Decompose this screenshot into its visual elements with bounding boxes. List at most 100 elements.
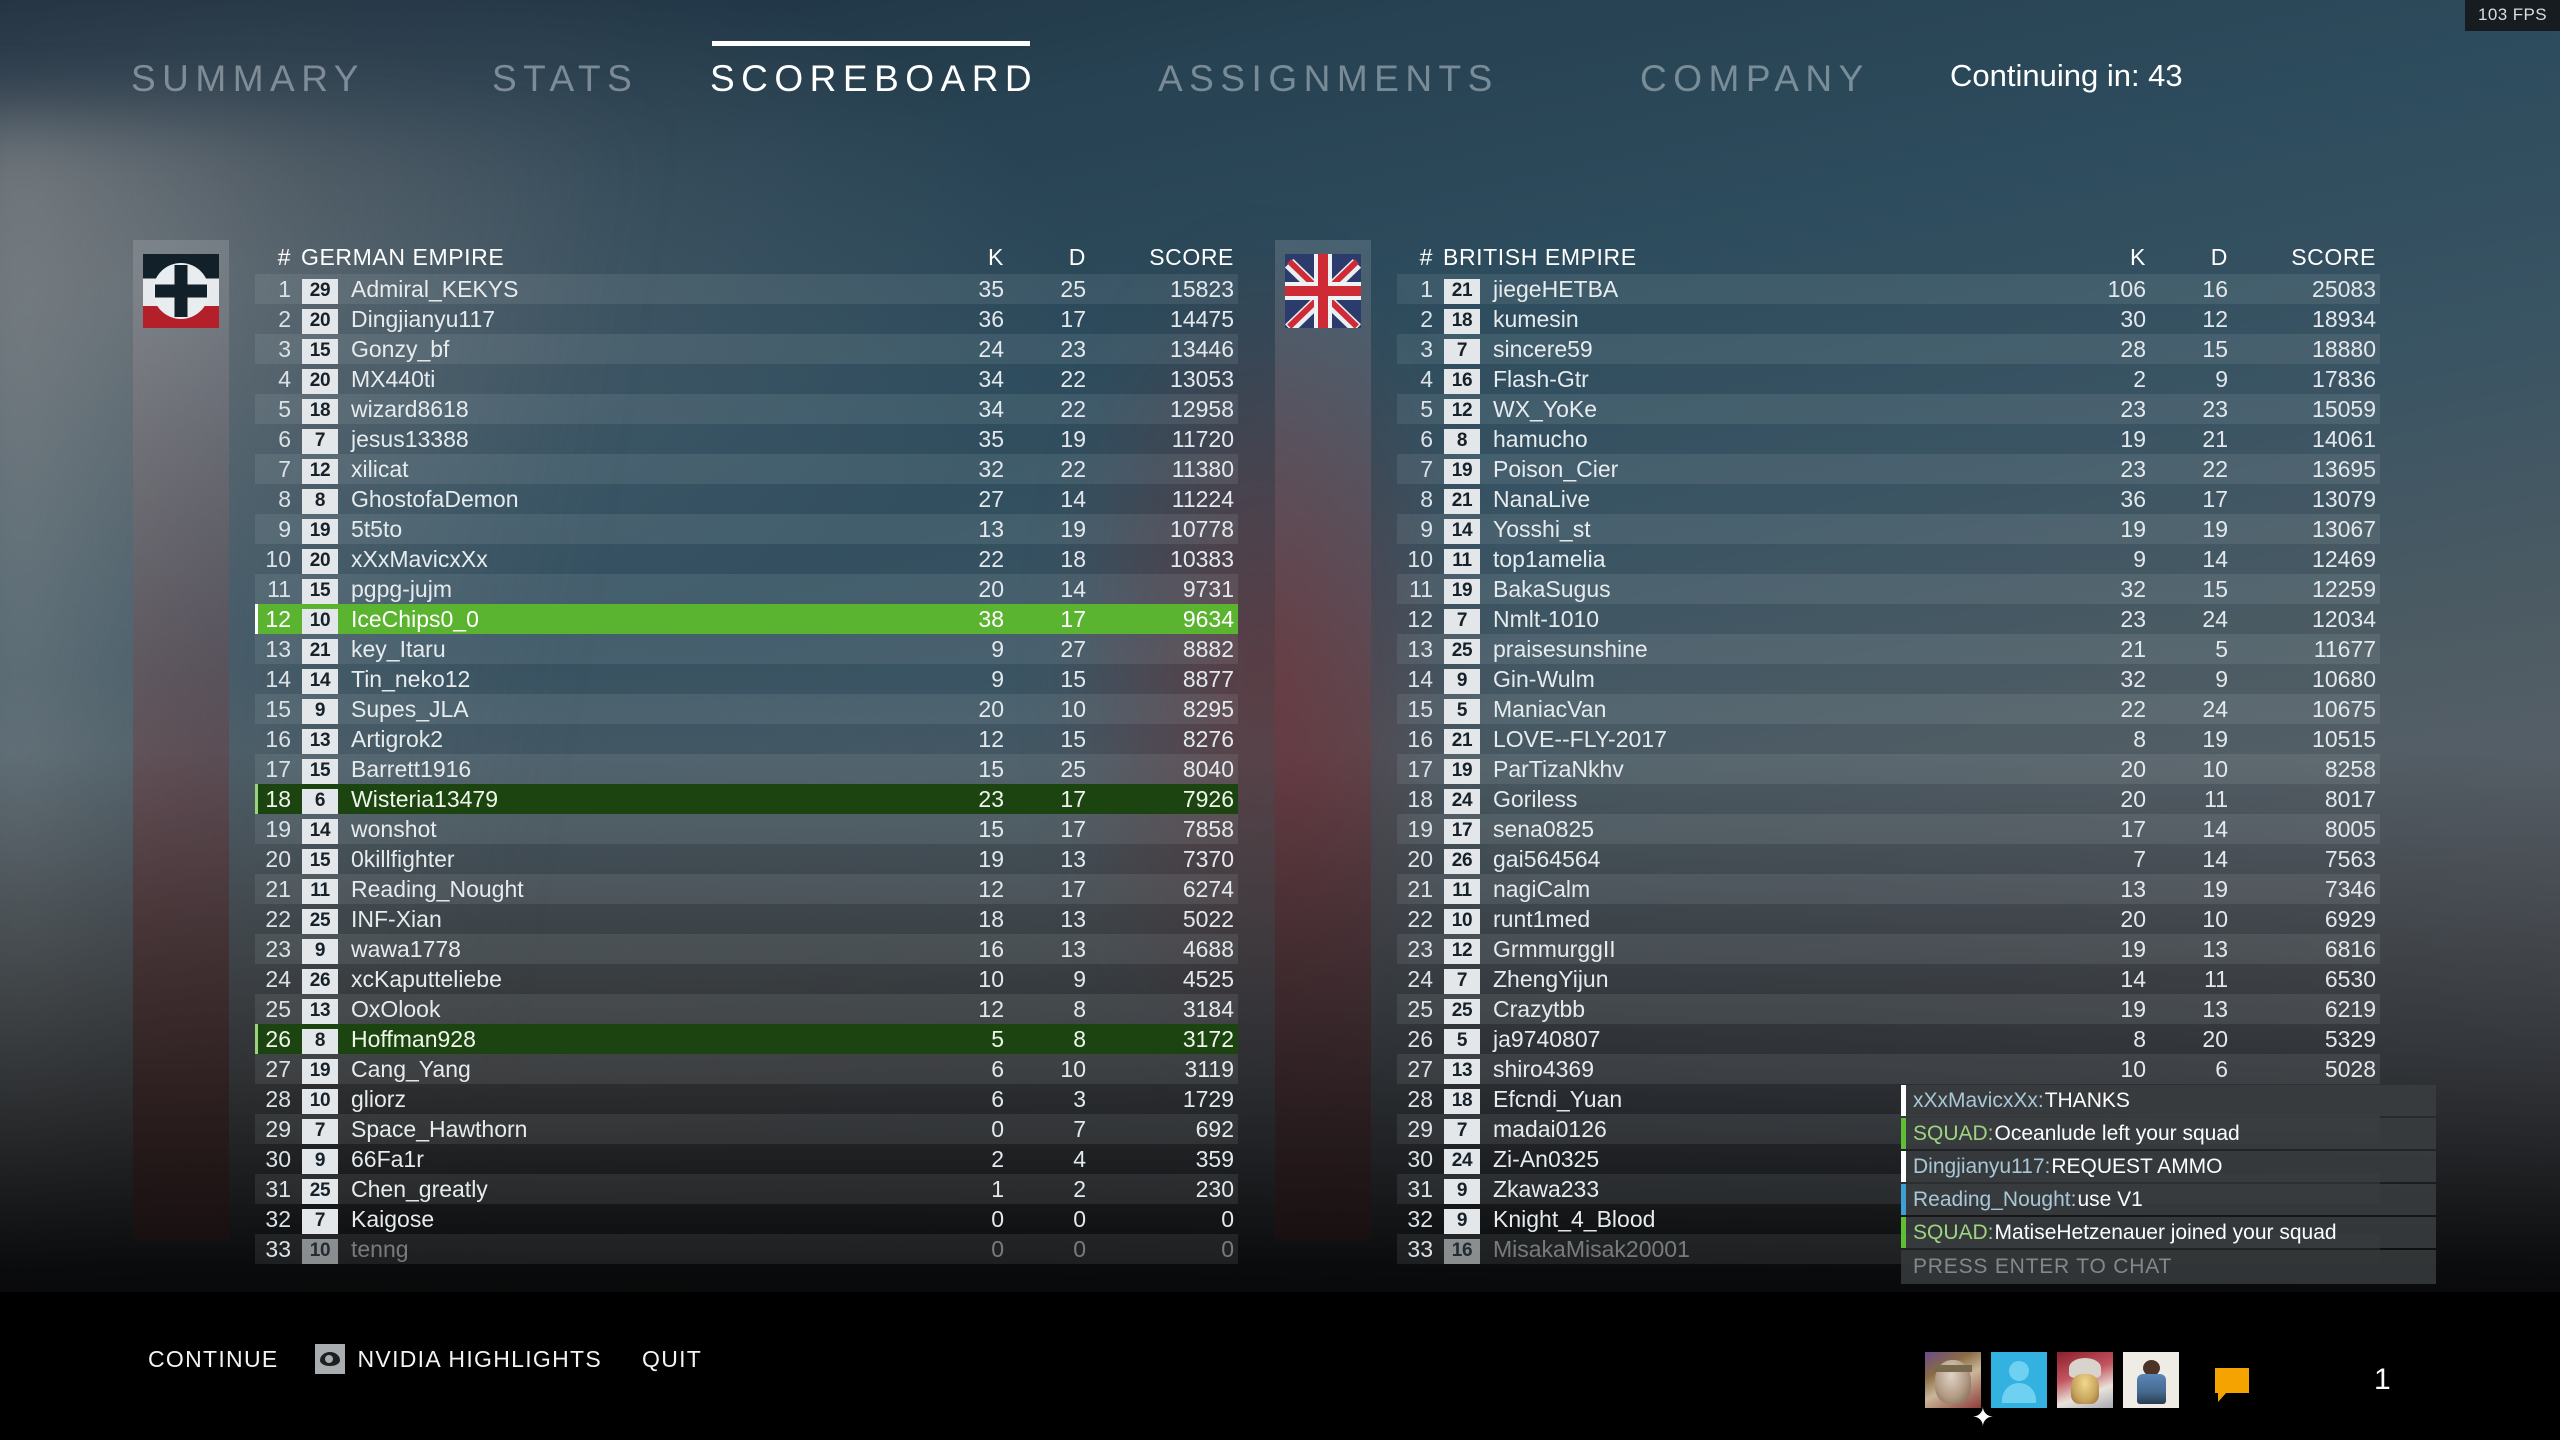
table-row[interactable]: 4 20 MX440ti 34 22 13053 (255, 364, 1238, 394)
player-name: Tin_neko12 (351, 665, 471, 692)
avatar-anime-soldier[interactable] (2057, 1352, 2113, 1408)
table-row[interactable]: 28 18 Efcndi_Yuan (1397, 1084, 2380, 1114)
table-row[interactable]: 28 10 gliorz 6 3 1729 (255, 1084, 1238, 1114)
table-row[interactable]: 27 19 Cang_Yang 6 10 3119 (255, 1054, 1238, 1084)
table-row[interactable]: 10 11 top1amelia 9 14 12469 (1397, 544, 2380, 574)
table-row[interactable]: 24 26 xcKaputteliebe 10 9 4525 (255, 964, 1238, 994)
table-row[interactable]: 7 12 xilicat 32 22 11380 (255, 454, 1238, 484)
tab-stats[interactable]: STATS (492, 58, 639, 99)
player-name: gliorz (351, 1085, 406, 1112)
tab-assignments[interactable]: ASSIGNMENTS (1158, 58, 1499, 99)
table-row[interactable]: 26 8 Hoffman928 5 8 3172 (255, 1024, 1238, 1054)
player-level-badge: 10 (302, 1088, 338, 1114)
table-row[interactable]: 2 20 Dingjianyu117 36 17 14475 (255, 304, 1238, 334)
table-row[interactable]: 25 13 OxOlook 12 8 3184 (255, 994, 1238, 1024)
table-row[interactable]: 18 6 Wisteria13479 23 17 7926 (255, 784, 1238, 814)
tab-scoreboard[interactable]: SCOREBOARD (710, 41, 1038, 100)
tab-company[interactable]: COMPANY (1640, 58, 1870, 99)
quit-button[interactable]: QUIT (642, 1345, 703, 1372)
chat-input[interactable]: PRESS ENTER TO CHAT (1901, 1250, 2436, 1284)
table-row[interactable]: 10 20 xXxMavicxXx 22 18 10383 (255, 544, 1238, 574)
chat-channel-bar (1901, 1217, 1906, 1248)
table-row[interactable]: 12 7 Nmlt-1010 23 24 12034 (1397, 604, 2380, 634)
table-row[interactable]: 1 29 Admiral_KEKYS 35 25 15823 (255, 274, 1238, 304)
table-row[interactable]: 11 15 pgpg-jujm 20 14 9731 (255, 574, 1238, 604)
table-row[interactable]: 20 15 0killfighter 19 13 7370 (255, 844, 1238, 874)
player-score: 359 (1195, 1145, 1234, 1172)
avatar-witcher[interactable] (1925, 1352, 1981, 1408)
table-row[interactable]: 33 10 tenng 0 0 0 (255, 1234, 1238, 1264)
table-row[interactable]: 32 9 Knight_4_Blood (1397, 1204, 2380, 1234)
player-rank: 1 (1420, 275, 1433, 302)
table-row[interactable]: 11 19 BakaSugus 32 15 12259 (1397, 574, 2380, 604)
table-row[interactable]: 19 14 wonshot 15 17 7858 (255, 814, 1238, 844)
table-row[interactable]: 7 19 Poison_Cier 23 22 13695 (1397, 454, 2380, 484)
table-row[interactable]: 21 11 nagiCalm 13 19 7346 (1397, 874, 2380, 904)
player-rank: 11 (1409, 575, 1433, 602)
table-row[interactable]: 16 21 LOVE--FLY-2017 8 19 10515 (1397, 724, 2380, 754)
player-score: 6929 (2324, 905, 2376, 932)
table-row[interactable]: 8 21 NanaLive 36 17 13079 (1397, 484, 2380, 514)
table-row[interactable]: 14 14 Tin_neko12 9 15 8877 (255, 664, 1238, 694)
table-row[interactable]: 18 24 Goriless 20 11 8017 (1397, 784, 2380, 814)
table-row[interactable]: 13 21 key_Itaru 9 27 8882 (255, 634, 1238, 664)
table-row[interactable]: 31 25 Chen_greatly 1 2 230 (255, 1174, 1238, 1204)
table-row[interactable]: 3 7 sincere59 28 15 18880 (1397, 334, 2380, 364)
table-row[interactable]: 14 9 Gin-Wulm 32 9 10680 (1397, 664, 2380, 694)
avatar-dancing-man[interactable] (2123, 1352, 2179, 1408)
table-row[interactable]: 4 16 Flash-Gtr 2 9 17836 (1397, 364, 2380, 394)
table-row[interactable]: 15 5 ManiacVan 22 24 10675 (1397, 694, 2380, 724)
player-kills: 8 (2133, 1025, 2146, 1052)
table-row[interactable]: 17 15 Barrett1916 15 25 8040 (255, 754, 1238, 784)
player-name: jiegeHETBA (1493, 275, 1619, 302)
nvidia-highlights-button[interactable]: NVIDIA HIGHLIGHTS (314, 1344, 602, 1374)
table-row[interactable]: 22 10 runt1med 20 10 6929 (1397, 904, 2380, 934)
continue-button[interactable]: CONTINUE (148, 1345, 279, 1372)
player-level: 7 (301, 425, 339, 454)
player-level-badge: 19 (302, 1058, 338, 1084)
player-rank: 5 (1420, 395, 1433, 422)
chat-bubble-icon[interactable] (2215, 1367, 2249, 1402)
avatar-default-person[interactable] (1991, 1352, 2047, 1408)
table-row[interactable]: 8 8 GhostofaDemon 27 14 11224 (255, 484, 1238, 514)
table-row[interactable]: 13 25 praisesunshine 21 5 11677 (1397, 634, 2380, 664)
player-name: ManiacVan (1493, 695, 1607, 722)
table-row[interactable]: 32 7 Kaigose 0 0 0 (255, 1204, 1238, 1234)
player-level-badge: 21 (302, 638, 338, 664)
table-row[interactable]: 12 10 IceChips0_0 38 17 9634 (255, 604, 1238, 634)
table-row[interactable]: 6 8 hamucho 19 21 14061 (1397, 424, 2380, 454)
player-rank: 2 (278, 305, 291, 332)
player-rank: 33 (1407, 1235, 1433, 1262)
player-rank: 21 (1407, 875, 1433, 902)
table-row[interactable]: 27 13 shiro4369 10 6 5028 (1397, 1054, 2380, 1084)
player-level: 13 (1443, 1055, 1481, 1084)
table-row[interactable]: 22 25 INF-Xian 18 13 5022 (255, 904, 1238, 934)
table-row[interactable]: 23 12 GrmmurggII 19 13 6816 (1397, 934, 2380, 964)
table-row[interactable]: 20 26 gai564564 7 14 7563 (1397, 844, 2380, 874)
table-row[interactable]: 3 15 Gonzy_bf 24 23 13446 (255, 334, 1238, 364)
table-row[interactable]: 9 19 5t5to 13 19 10778 (255, 514, 1238, 544)
player-kills: 24 (978, 335, 1004, 362)
table-row[interactable]: 6 7 jesus13388 35 19 11720 (255, 424, 1238, 454)
table-row[interactable]: 23 9 wawa1778 16 13 4688 (255, 934, 1238, 964)
table-row[interactable]: 19 17 sena0825 17 14 8005 (1397, 814, 2380, 844)
table-row[interactable]: 24 7 ZhengYijun 14 11 6530 (1397, 964, 2380, 994)
table-row[interactable]: 2 18 kumesin 30 12 18934 (1397, 304, 2380, 334)
player-score: 8258 (2324, 755, 2376, 782)
table-row[interactable]: 30 24 Zi-An0325 (1397, 1144, 2380, 1174)
table-row[interactable]: 5 12 WX_YoKe 23 23 15059 (1397, 394, 2380, 424)
table-row[interactable]: 1 21 jiegeHETBA 106 16 25083 (1397, 274, 2380, 304)
table-row[interactable]: 30 9 66Fa1r 2 4 359 (255, 1144, 1238, 1174)
table-row[interactable]: 21 11 Reading_Nought 12 17 6274 (255, 874, 1238, 904)
tab-summary[interactable]: SUMMARY (131, 58, 365, 99)
table-row[interactable]: 5 18 wizard8618 34 22 12958 (255, 394, 1238, 424)
table-row[interactable]: 25 25 Crazytbb 19 13 6219 (1397, 994, 2380, 1024)
player-level-badge: 7 (302, 1118, 338, 1144)
table-row[interactable]: 17 19 ParTizaNkhv 20 10 8258 (1397, 754, 2380, 784)
player-level-badge: 9 (302, 938, 338, 964)
table-row[interactable]: 16 13 Artigrok2 12 15 8276 (255, 724, 1238, 754)
table-row[interactable]: 29 7 Space_Hawthorn 0 7 692 (255, 1114, 1238, 1144)
table-row[interactable]: 15 9 Supes_JLA 20 10 8295 (255, 694, 1238, 724)
table-row[interactable]: 9 14 Yosshi_st 19 19 13067 (1397, 514, 2380, 544)
table-row[interactable]: 26 5 ja9740807 8 20 5329 (1397, 1024, 2380, 1054)
